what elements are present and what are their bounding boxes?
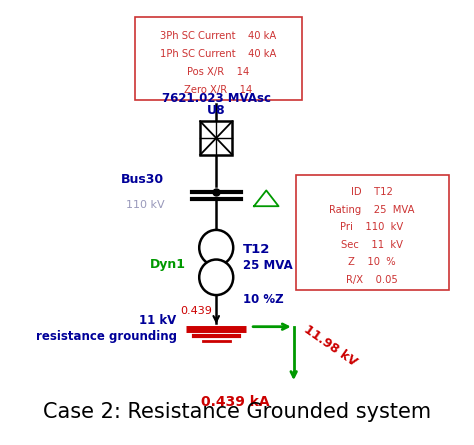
Text: 110 kV: 110 kV [126,200,164,210]
Circle shape [199,230,233,266]
Text: Pri    110  kV: Pri 110 kV [340,222,404,232]
Text: ID    T12: ID T12 [351,187,393,198]
Text: 1Ph SC Current    40 kA: 1Ph SC Current 40 kA [160,49,277,60]
Text: 10 %Z: 10 %Z [243,292,283,306]
Bar [200,121,232,155]
Text: U8: U8 [207,104,226,117]
Text: Sec    11  kV: Sec 11 kV [341,240,403,250]
Text: Z    10  %: Z 10 % [348,257,396,267]
FancyBboxPatch shape [296,174,448,290]
Text: Rating    25  MVA: Rating 25 MVA [329,205,415,215]
Text: Dyn1: Dyn1 [150,258,186,271]
FancyBboxPatch shape [135,16,302,100]
Text: T12: T12 [243,243,270,256]
Text: 0.439: 0.439 [181,306,212,316]
Text: resistance grounding: resistance grounding [36,330,176,343]
Text: R/X    0.05: R/X 0.05 [346,275,398,285]
Text: Case 2: Resistance Grounded system: Case 2: Resistance Grounded system [43,402,431,422]
Text: Zero X/R    14: Zero X/R 14 [184,85,253,95]
Text: 7621.023 MVAsc: 7621.023 MVAsc [162,93,271,105]
Text: Bus30: Bus30 [121,174,164,186]
Text: 11 kV: 11 kV [139,314,176,327]
Text: 11.98 kV: 11.98 kV [301,323,359,369]
Circle shape [199,259,233,295]
Text: Pos X/R    14: Pos X/R 14 [187,67,250,77]
Text: 0.439 kA: 0.439 kA [201,395,269,409]
Text: 25 MVA: 25 MVA [243,259,292,272]
Text: 3Ph SC Current    40 kA: 3Ph SC Current 40 kA [161,32,277,41]
